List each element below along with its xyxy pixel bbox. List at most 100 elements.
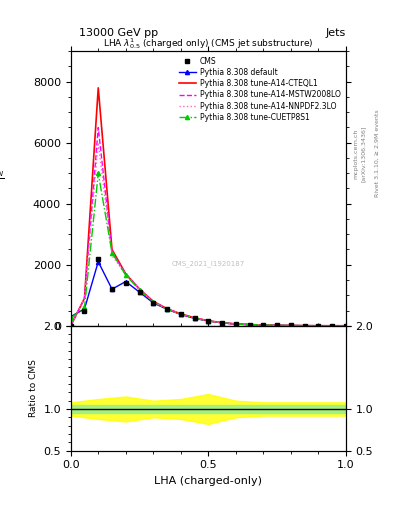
Pythia 8.308 tune-CUETP8S1: [137, 287, 142, 293]
Pythia 8.308 tune-A14-NNPDF2.3LO: [330, 323, 334, 329]
Pythia 8.308 default: [206, 318, 211, 324]
Pythia 8.308 default: [82, 306, 87, 312]
Pythia 8.308 tune-CUETP8S1: [178, 311, 183, 317]
Pythia 8.308 default: [96, 259, 101, 265]
Pythia 8.308 default: [316, 323, 321, 329]
Pythia 8.308 tune-A14-CTEQL1: [302, 323, 307, 329]
CMS: [288, 323, 293, 329]
Pythia 8.308 default: [302, 323, 307, 329]
CMS: [151, 300, 156, 306]
X-axis label: LHA (charged-only): LHA (charged-only): [154, 476, 262, 486]
Pythia 8.308 tune-A14-NNPDF2.3LO: [68, 323, 73, 329]
Pythia 8.308 tune-A14-MSTW2008LO: [261, 322, 266, 328]
Pythia 8.308 default: [343, 323, 348, 329]
CMS: [82, 307, 87, 313]
Pythia 8.308 tune-A14-CTEQL1: [123, 271, 128, 277]
Pythia 8.308 tune-A14-MSTW2008LO: [330, 323, 334, 329]
Pythia 8.308 default: [123, 279, 128, 285]
Pythia 8.308 tune-A14-MSTW2008LO: [178, 311, 183, 317]
Pythia 8.308 tune-A14-CTEQL1: [275, 322, 279, 328]
Pythia 8.308 tune-A14-NNPDF2.3LO: [302, 323, 307, 329]
Pythia 8.308 tune-A14-MSTW2008LO: [302, 323, 307, 329]
Pythia 8.308 tune-CUETP8S1: [261, 322, 266, 328]
Pythia 8.308 tune-A14-CTEQL1: [288, 323, 293, 329]
Pythia 8.308 tune-A14-CTEQL1: [192, 315, 197, 321]
Pythia 8.308 tune-A14-CTEQL1: [233, 321, 238, 327]
Pythia 8.308 tune-CUETP8S1: [220, 319, 224, 326]
Pythia 8.308 tune-A14-MSTW2008LO: [110, 249, 114, 255]
CMS: [302, 323, 307, 329]
Line: Pythia 8.308 default: Pythia 8.308 default: [69, 260, 348, 328]
Text: 13000 GeV pp: 13000 GeV pp: [79, 28, 158, 38]
Y-axis label: Ratio to CMS: Ratio to CMS: [29, 359, 38, 417]
Pythia 8.308 tune-CUETP8S1: [206, 318, 211, 324]
Pythia 8.308 tune-A14-CTEQL1: [316, 323, 321, 329]
Pythia 8.308 tune-A14-MSTW2008LO: [275, 322, 279, 328]
Pythia 8.308 tune-CUETP8S1: [288, 323, 293, 329]
Pythia 8.308 tune-A14-MSTW2008LO: [151, 298, 156, 305]
Pythia 8.308 tune-A14-MSTW2008LO: [123, 271, 128, 277]
Pythia 8.308 default: [220, 320, 224, 326]
Pythia 8.308 tune-CUETP8S1: [247, 322, 252, 328]
Pythia 8.308 tune-A14-CTEQL1: [82, 295, 87, 302]
Pythia 8.308 tune-A14-MSTW2008LO: [343, 323, 348, 329]
Pythia 8.308 tune-CUETP8S1: [343, 323, 348, 329]
CMS: [206, 318, 211, 324]
Text: Rivet 3.1.10, ≥ 2.9M events: Rivet 3.1.10, ≥ 2.9M events: [375, 110, 380, 198]
Pythia 8.308 tune-CUETP8S1: [123, 272, 128, 279]
Pythia 8.308 tune-A14-NNPDF2.3LO: [110, 252, 114, 259]
CMS: [247, 322, 252, 328]
Legend: CMS, Pythia 8.308 default, Pythia 8.308 tune-A14-CTEQL1, Pythia 8.308 tune-A14-M: CMS, Pythia 8.308 default, Pythia 8.308 …: [176, 53, 343, 125]
Pythia 8.308 tune-A14-CTEQL1: [110, 246, 114, 252]
CMS: [220, 319, 224, 326]
Pythia 8.308 default: [247, 322, 252, 328]
Pythia 8.308 tune-A14-NNPDF2.3LO: [137, 286, 142, 292]
Pythia 8.308 tune-A14-CTEQL1: [151, 298, 156, 305]
CMS: [137, 289, 142, 295]
Line: Pythia 8.308 tune-A14-MSTW2008LO: Pythia 8.308 tune-A14-MSTW2008LO: [71, 127, 346, 326]
Pythia 8.308 tune-A14-NNPDF2.3LO: [316, 323, 321, 329]
Text: mcplots.cern.ch: mcplots.cern.ch: [353, 129, 358, 179]
Pythia 8.308 tune-A14-MSTW2008LO: [233, 321, 238, 327]
Pythia 8.308 tune-A14-CTEQL1: [96, 84, 101, 91]
Pythia 8.308 tune-A14-NNPDF2.3LO: [261, 322, 266, 328]
Pythia 8.308 tune-CUETP8S1: [96, 170, 101, 176]
Pythia 8.308 tune-CUETP8S1: [233, 321, 238, 327]
Pythia 8.308 tune-A14-NNPDF2.3LO: [151, 298, 156, 305]
Pythia 8.308 default: [330, 323, 334, 329]
Y-axis label: $\frac{1}{N}\frac{d^{2}N}{d\lambda}$: $\frac{1}{N}\frac{d^{2}N}{d\lambda}$: [0, 169, 5, 188]
Pythia 8.308 tune-A14-NNPDF2.3LO: [233, 321, 238, 327]
CMS: [178, 311, 183, 317]
Text: Jets: Jets: [325, 28, 346, 38]
Pythia 8.308 default: [110, 286, 114, 292]
Pythia 8.308 tune-A14-MSTW2008LO: [316, 323, 321, 329]
CMS: [165, 306, 169, 312]
Pythia 8.308 tune-CUETP8S1: [110, 249, 114, 255]
CMS: [233, 321, 238, 327]
Pythia 8.308 default: [178, 311, 183, 317]
Pythia 8.308 tune-A14-CTEQL1: [178, 311, 183, 317]
Pythia 8.308 tune-CUETP8S1: [82, 304, 87, 310]
Pythia 8.308 tune-A14-MSTW2008LO: [82, 295, 87, 302]
Pythia 8.308 tune-A14-NNPDF2.3LO: [206, 318, 211, 324]
Pythia 8.308 tune-A14-NNPDF2.3LO: [247, 322, 252, 328]
Pythia 8.308 default: [233, 321, 238, 327]
Pythia 8.308 default: [192, 315, 197, 322]
Pythia 8.308 tune-A14-MSTW2008LO: [137, 286, 142, 292]
Pythia 8.308 default: [137, 289, 142, 295]
Pythia 8.308 tune-A14-MSTW2008LO: [247, 322, 252, 328]
Pythia 8.308 tune-A14-NNPDF2.3LO: [275, 323, 279, 329]
Line: Pythia 8.308 tune-CUETP8S1: Pythia 8.308 tune-CUETP8S1: [69, 171, 348, 328]
Pythia 8.308 default: [165, 306, 169, 312]
Line: Pythia 8.308 tune-A14-NNPDF2.3LO: Pythia 8.308 tune-A14-NNPDF2.3LO: [71, 143, 346, 326]
CMS: [123, 280, 128, 286]
Pythia 8.308 tune-A14-CTEQL1: [330, 323, 334, 329]
Pythia 8.308 tune-A14-CTEQL1: [343, 323, 348, 329]
Pythia 8.308 tune-CUETP8S1: [192, 315, 197, 321]
Pythia 8.308 tune-A14-NNPDF2.3LO: [123, 271, 128, 278]
Pythia 8.308 tune-A14-CTEQL1: [137, 286, 142, 292]
Pythia 8.308 tune-A14-NNPDF2.3LO: [82, 295, 87, 302]
Pythia 8.308 tune-CUETP8S1: [151, 299, 156, 305]
Pythia 8.308 tune-A14-MSTW2008LO: [165, 306, 169, 312]
Pythia 8.308 tune-A14-NNPDF2.3LO: [192, 315, 197, 321]
